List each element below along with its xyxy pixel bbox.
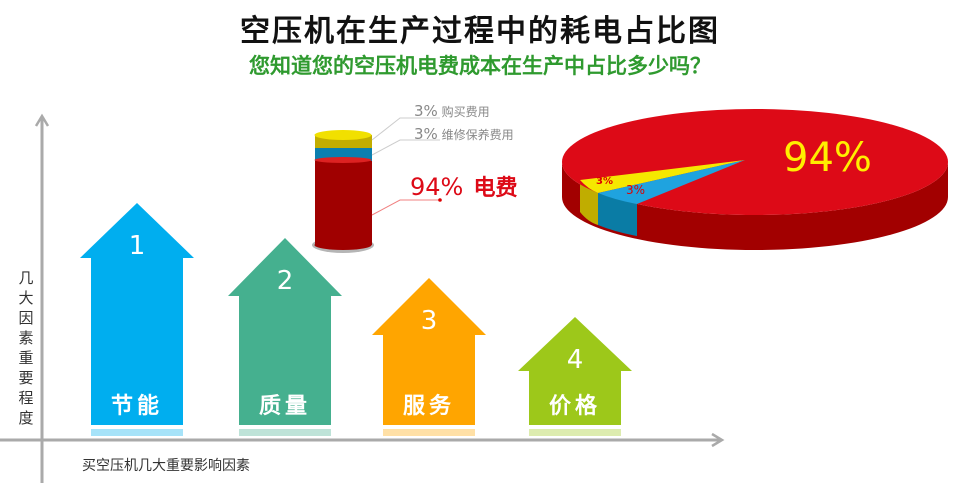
cylinder-segment-electricity: [315, 160, 372, 245]
pie-label-electricity: 94%: [783, 135, 872, 181]
factor-arrow-4: [518, 317, 632, 425]
pie-side-maintenance: [598, 193, 637, 236]
factor-label: 价格: [548, 394, 601, 419]
factor-rank: 3: [420, 306, 438, 336]
legend-purchase: 3% 购买费用: [414, 102, 490, 120]
y-axis-arrow-icon: [34, 113, 50, 127]
legend-maintenance: 3% 维修保养费用: [414, 125, 514, 143]
x-axis-arrow-icon: [711, 432, 725, 448]
pie-label-purchase: 3%: [596, 176, 613, 187]
factor-rank: 2: [276, 266, 294, 296]
pie-slice-maintenance: [598, 160, 745, 204]
factor-arrow-1: [80, 203, 194, 425]
arrow-reflection: [239, 429, 331, 436]
arrow-reflection: [383, 429, 475, 436]
subtitle: 您知道您的空压机电费成本在生产中占比多少吗？: [249, 54, 711, 78]
factor-arrow-3: [372, 278, 486, 425]
factor-rank: 4: [566, 345, 584, 375]
arrow-reflection: [529, 429, 621, 436]
factor-arrow-2: [228, 238, 342, 425]
pie-label-maintenance: 3%: [626, 183, 646, 197]
pie-chart: [562, 109, 948, 250]
factor-label: 节能: [110, 394, 163, 419]
factor-label: 质量: [258, 394, 311, 419]
y-axis-label: 几大因素重要程度: [18, 269, 34, 427]
cost-cylinder: [312, 117, 442, 253]
factor-rank: 1: [128, 231, 146, 261]
legend-electricity: 94% 电费: [410, 173, 518, 201]
arrow-reflection: [91, 429, 183, 436]
x-axis-label: 买空压机几大重要影响因素: [82, 458, 250, 474]
pie-side-purchase: [580, 180, 598, 225]
pie-slice-purchase: [580, 160, 745, 193]
page-title: 空压机在生产过程中的耗电占比图: [240, 14, 720, 49]
factor-label: 服务: [402, 394, 455, 419]
pie-side-electricity: [562, 162, 948, 250]
